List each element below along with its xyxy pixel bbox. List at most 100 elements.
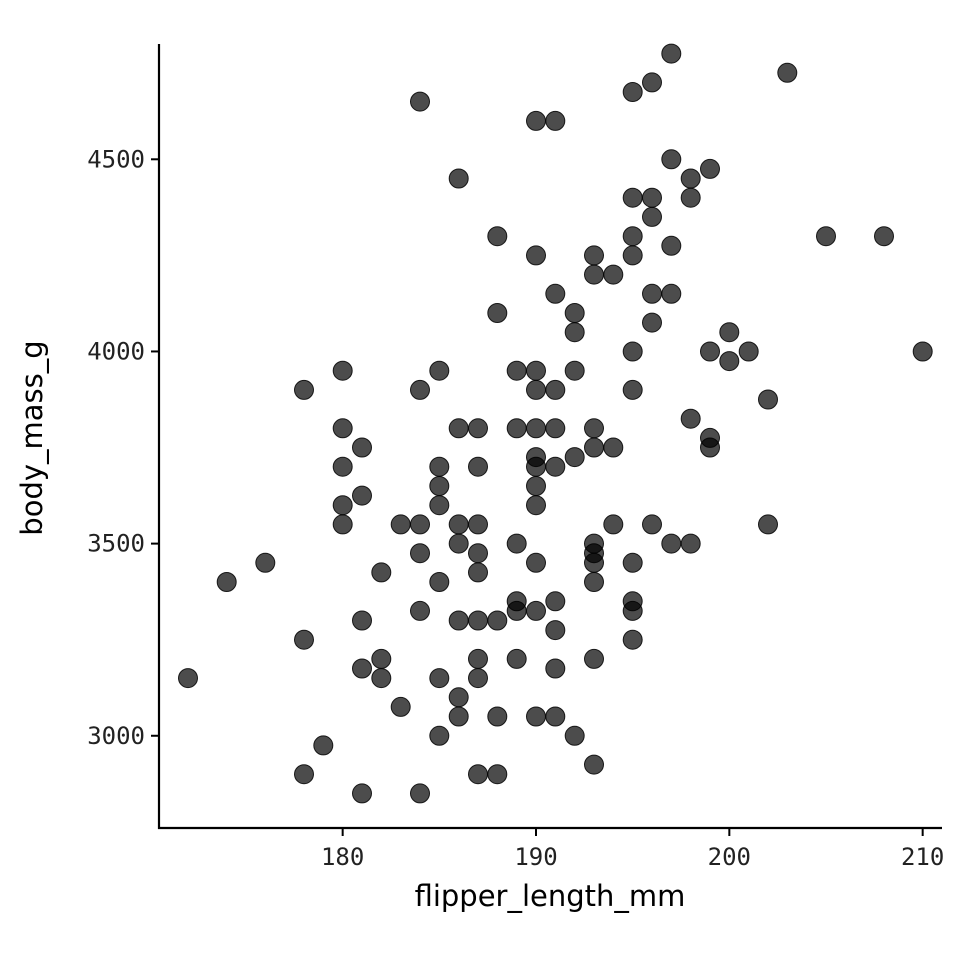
data-point-78 bbox=[545, 456, 566, 477]
data-point-117 bbox=[661, 43, 682, 64]
data-point-14 bbox=[352, 610, 372, 631]
data-point-77 bbox=[545, 418, 566, 439]
data-point-124 bbox=[680, 408, 701, 429]
data-point-138 bbox=[912, 341, 933, 362]
data-point-21 bbox=[390, 696, 411, 717]
data-point-7 bbox=[332, 360, 353, 381]
data-point-109 bbox=[622, 600, 643, 621]
data-point-23 bbox=[410, 379, 430, 400]
data-point-31 bbox=[429, 495, 450, 516]
data-point-58 bbox=[506, 533, 527, 554]
data-point-17 bbox=[371, 562, 392, 583]
data-point-36 bbox=[448, 418, 469, 439]
data-point-6 bbox=[313, 735, 334, 756]
data-point-37 bbox=[448, 514, 469, 535]
data-point-88 bbox=[584, 245, 604, 266]
data-point-114 bbox=[642, 283, 662, 304]
data-point-110 bbox=[622, 629, 643, 650]
data-point-102 bbox=[622, 187, 643, 208]
data-point-43 bbox=[468, 456, 488, 477]
data-point-86 bbox=[564, 447, 585, 468]
y-tick-label-4000: 4000 bbox=[87, 337, 145, 365]
data-point-131 bbox=[719, 351, 740, 372]
data-point-20 bbox=[390, 514, 411, 535]
data-point-99 bbox=[603, 437, 624, 458]
data-point-95 bbox=[584, 572, 604, 592]
data-point-76 bbox=[545, 379, 566, 400]
data-point-48 bbox=[468, 648, 488, 669]
data-point-41 bbox=[448, 706, 469, 727]
data-point-4 bbox=[294, 629, 314, 650]
data-point-50 bbox=[468, 764, 488, 785]
x-tick-label-210: 210 bbox=[901, 843, 944, 871]
data-point-10 bbox=[332, 495, 353, 516]
data-point-116 bbox=[642, 514, 662, 535]
data-point-64 bbox=[526, 360, 546, 381]
data-point-47 bbox=[468, 610, 488, 631]
data-point-51 bbox=[487, 226, 508, 247]
data-point-126 bbox=[700, 158, 720, 179]
data-point-57 bbox=[506, 418, 527, 439]
y-tick-label-3500: 3500 bbox=[87, 530, 145, 558]
data-point-32 bbox=[429, 572, 450, 592]
data-point-101 bbox=[622, 82, 643, 102]
data-point-30 bbox=[429, 476, 450, 496]
data-point-5 bbox=[294, 764, 314, 785]
data-point-80 bbox=[545, 620, 566, 641]
data-point-103 bbox=[622, 226, 643, 247]
data-point-122 bbox=[680, 168, 701, 189]
data-point-82 bbox=[545, 706, 566, 727]
data-point-15 bbox=[352, 658, 372, 679]
data-point-73 bbox=[526, 706, 546, 727]
x-ticks: 180 190 200 210 bbox=[321, 828, 944, 871]
data-point-135 bbox=[777, 62, 798, 83]
data-point-27 bbox=[410, 783, 430, 804]
data-point-68 bbox=[526, 456, 546, 477]
data-point-13 bbox=[352, 485, 372, 506]
data-point-104 bbox=[622, 245, 643, 266]
data-point-25 bbox=[410, 543, 430, 564]
data-point-112 bbox=[642, 187, 662, 208]
data-point-133 bbox=[758, 389, 778, 410]
data-point-137 bbox=[874, 226, 894, 247]
data-point-52 bbox=[487, 303, 508, 323]
data-point-97 bbox=[584, 754, 604, 775]
data-point-130 bbox=[719, 322, 740, 343]
data-point-69 bbox=[526, 476, 546, 496]
y-tick-label-4500: 4500 bbox=[87, 145, 145, 173]
x-tick-label-190: 190 bbox=[514, 843, 557, 871]
data-point-119 bbox=[661, 235, 682, 256]
x-axis-title: flipper_length_mm bbox=[415, 879, 686, 913]
data-point-75 bbox=[545, 283, 566, 304]
data-point-18 bbox=[371, 648, 392, 669]
points-layer bbox=[178, 43, 933, 804]
data-point-85 bbox=[564, 360, 585, 381]
data-point-2 bbox=[255, 552, 276, 573]
data-point-132 bbox=[738, 341, 759, 362]
data-point-65 bbox=[526, 379, 546, 400]
data-point-0 bbox=[178, 668, 198, 689]
data-point-63 bbox=[526, 245, 546, 266]
data-point-94 bbox=[584, 552, 604, 573]
data-point-105 bbox=[622, 341, 643, 362]
data-point-106 bbox=[622, 379, 643, 400]
data-point-11 bbox=[332, 514, 353, 535]
data-point-89 bbox=[584, 264, 604, 285]
data-point-74 bbox=[545, 110, 566, 131]
data-point-62 bbox=[526, 110, 546, 131]
data-point-3 bbox=[294, 379, 314, 400]
data-point-46 bbox=[468, 562, 488, 583]
data-point-54 bbox=[487, 706, 508, 727]
data-point-49 bbox=[468, 668, 488, 689]
data-point-45 bbox=[468, 543, 488, 564]
data-point-87 bbox=[564, 725, 585, 746]
data-point-113 bbox=[642, 206, 662, 227]
data-point-120 bbox=[661, 283, 682, 304]
data-point-12 bbox=[352, 437, 372, 458]
x-tick-label-180: 180 bbox=[321, 843, 364, 871]
data-point-83 bbox=[564, 303, 585, 323]
data-point-24 bbox=[410, 514, 430, 535]
data-point-44 bbox=[468, 514, 488, 535]
data-point-40 bbox=[448, 687, 469, 708]
